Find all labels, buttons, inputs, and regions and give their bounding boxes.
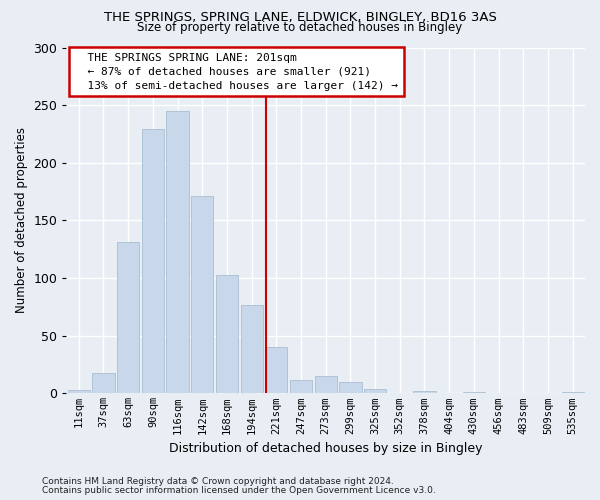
Bar	[68, 390, 90, 394]
Y-axis label: Number of detached properties: Number of detached properties	[15, 128, 28, 314]
Text: THE SPRINGS SPRING LANE: 201sqm
  ← 87% of detached houses are smaller (921)
  1: THE SPRINGS SPRING LANE: 201sqm ← 87% of…	[74, 52, 398, 90]
Bar	[166, 111, 188, 394]
Bar	[142, 130, 164, 394]
Bar	[314, 376, 337, 394]
Text: THE SPRINGS, SPRING LANE, ELDWICK, BINGLEY, BD16 3AS: THE SPRINGS, SPRING LANE, ELDWICK, BINGL…	[104, 11, 496, 24]
Bar	[290, 380, 312, 394]
Text: Contains public sector information licensed under the Open Government Licence v3: Contains public sector information licen…	[42, 486, 436, 495]
Bar	[191, 196, 214, 394]
Bar	[265, 348, 287, 394]
Bar	[340, 382, 362, 394]
X-axis label: Distribution of detached houses by size in Bingley: Distribution of detached houses by size …	[169, 442, 482, 455]
Text: Size of property relative to detached houses in Bingley: Size of property relative to detached ho…	[137, 22, 463, 35]
Bar	[117, 242, 139, 394]
Bar	[562, 392, 584, 394]
Bar	[92, 372, 115, 394]
Bar	[463, 392, 485, 394]
Bar	[413, 391, 436, 394]
Bar	[241, 304, 263, 394]
Bar	[364, 389, 386, 394]
Text: Contains HM Land Registry data © Crown copyright and database right 2024.: Contains HM Land Registry data © Crown c…	[42, 477, 394, 486]
Bar	[216, 274, 238, 394]
